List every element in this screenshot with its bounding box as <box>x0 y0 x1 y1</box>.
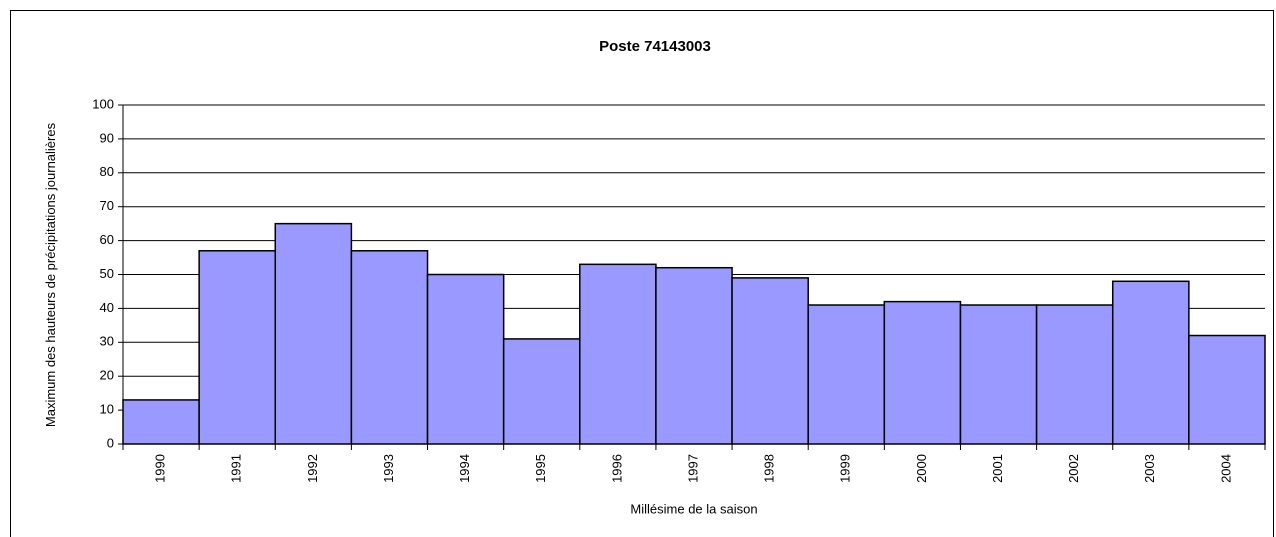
y-tick-label: 70 <box>100 198 114 213</box>
x-tick-label: 2001 <box>990 454 1005 483</box>
y-tick-label: 0 <box>107 435 114 450</box>
bar <box>426 273 505 445</box>
bar <box>883 300 962 445</box>
bar <box>1111 280 1190 445</box>
x-tick-label: 2004 <box>1218 454 1233 483</box>
x-tick-label: 1997 <box>685 454 700 483</box>
bar <box>655 266 733 445</box>
bar <box>198 250 277 445</box>
y-tick-label: 10 <box>100 402 114 417</box>
x-axis-label: Millésime de la saison <box>630 501 757 516</box>
bar <box>579 263 657 445</box>
bar <box>807 304 886 445</box>
x-tick-label: 1998 <box>762 454 777 483</box>
bar <box>1035 304 1114 445</box>
x-tick-label: 1996 <box>609 454 624 483</box>
x-tick-label: 1992 <box>305 454 320 483</box>
bar <box>350 250 429 445</box>
x-tick-label: 2002 <box>1066 454 1081 483</box>
y-tick-label: 90 <box>100 130 114 145</box>
x-tick-label: 1995 <box>533 454 548 483</box>
chart-title: Poste 74143003 <box>599 38 711 55</box>
y-tick-label: 80 <box>100 164 114 179</box>
y-tick-label: 20 <box>100 368 114 383</box>
y-tick-label: 30 <box>100 334 114 349</box>
x-tick-label: 2003 <box>1142 454 1157 483</box>
x-tick-label: 1994 <box>457 454 472 483</box>
y-tick-label: 50 <box>100 266 114 281</box>
y-axis-label: Maximum des hauteurs de précipitations j… <box>42 122 58 428</box>
x-tick-label: 1990 <box>153 454 168 483</box>
bar <box>1188 334 1266 445</box>
x-tick-label: 1993 <box>381 454 396 483</box>
bar <box>122 399 200 445</box>
x-tick-label: 1999 <box>838 454 853 483</box>
bar <box>274 222 353 445</box>
bar <box>959 304 1038 445</box>
y-tick-label: 40 <box>100 300 114 315</box>
x-tick-label: 2000 <box>914 454 929 483</box>
chart-frame <box>10 10 1274 537</box>
bar <box>731 277 809 445</box>
y-tick-label: 60 <box>100 232 114 247</box>
x-tick-label: 1991 <box>229 454 244 483</box>
y-tick-label: 100 <box>92 96 114 111</box>
bar <box>502 338 581 445</box>
